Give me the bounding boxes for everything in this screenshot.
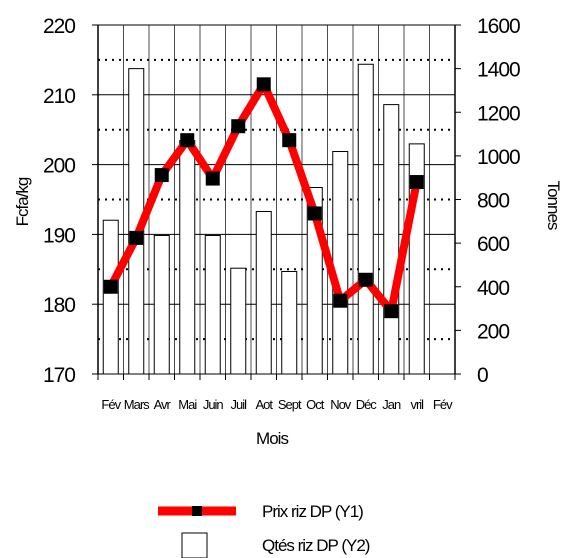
right-tick-label: 1600 <box>477 15 520 38</box>
point-marker <box>409 175 424 190</box>
left-tick-label: 220 <box>43 15 75 38</box>
point-marker <box>103 279 118 294</box>
right-tick-label: 800 <box>477 190 509 213</box>
point-marker <box>154 168 169 183</box>
x-tick-label: Déc <box>356 397 378 412</box>
x-tick-label: Fév <box>101 397 121 412</box>
left-tick-label: 170 <box>43 364 75 387</box>
point-marker <box>282 133 297 148</box>
x-tick-label: Jan <box>382 397 401 412</box>
right-axis-ticks: 0 200 400 600 800 1000 1200 1400 1600 <box>455 15 521 387</box>
right-tick-label: 1000 <box>477 146 520 169</box>
y-axis-left-label: Fcfa/kg <box>13 177 32 226</box>
left-tick-label: 210 <box>43 85 75 108</box>
x-tick-label: Sept <box>278 397 302 412</box>
legend-bar-swatch <box>181 532 208 558</box>
left-tick-label: 180 <box>43 294 75 317</box>
left-axis-ticks: 170 180 190 200 210 220 <box>43 15 98 387</box>
bar <box>255 210 272 375</box>
bar <box>357 63 374 375</box>
point-marker <box>333 293 348 308</box>
right-tick-label: 0 <box>477 364 488 387</box>
bar <box>153 234 170 375</box>
point-marker <box>358 272 373 287</box>
right-tick-label: 1400 <box>477 59 520 82</box>
bar <box>204 234 221 375</box>
legend-label-qtes: Qtés riz DP (Y2) <box>262 536 370 555</box>
y-axis-right-label: Tonnes <box>544 181 563 230</box>
bar <box>281 270 298 375</box>
x-tick-label: Mai <box>178 397 197 412</box>
legend: Prix riz DP (Y1) Qtés riz DP (Y2) <box>158 502 371 558</box>
legend-line-marker <box>192 506 202 516</box>
x-tick-label: Avr <box>154 397 172 412</box>
point-marker <box>384 304 399 319</box>
x-tick-label: Juin <box>203 397 224 412</box>
x-axis-ticks: Fév Mars Avr Mai Juin Juil Aot Sept Oct Nov Déc Jan… <box>97 374 456 412</box>
x-tick-label: Juil <box>230 397 247 412</box>
legend-label-prix: Prix riz DP (Y1) <box>262 502 363 521</box>
right-tick-label: 200 <box>477 320 509 343</box>
bar <box>179 140 196 375</box>
bar <box>230 267 247 375</box>
bar <box>102 219 119 375</box>
right-tick-label: 1200 <box>477 102 520 125</box>
right-tick-label: 600 <box>477 233 509 256</box>
point-marker <box>205 171 220 186</box>
bar-series-quantites <box>102 63 425 375</box>
x-tick-label: Oct <box>306 397 325 412</box>
x-tick-label: Nov <box>330 397 352 412</box>
right-tick-label: 400 <box>477 277 509 300</box>
line-markers-prix <box>103 77 424 319</box>
x-tick-label: Mars <box>124 397 150 412</box>
bar <box>383 104 400 375</box>
point-marker <box>180 133 195 148</box>
point-marker <box>231 119 246 134</box>
left-tick-label: 200 <box>43 155 75 178</box>
left-tick-label: 190 <box>43 224 75 247</box>
grid-lines <box>97 24 456 375</box>
x-tick-label: vril <box>410 397 424 412</box>
point-marker <box>129 230 144 245</box>
bar <box>332 151 349 375</box>
point-marker <box>307 206 322 221</box>
x-tick-label: Fév <box>433 397 453 412</box>
x-tick-label: Aot <box>255 397 273 412</box>
x-axis-label: Mois <box>256 429 288 448</box>
point-marker <box>256 77 271 92</box>
